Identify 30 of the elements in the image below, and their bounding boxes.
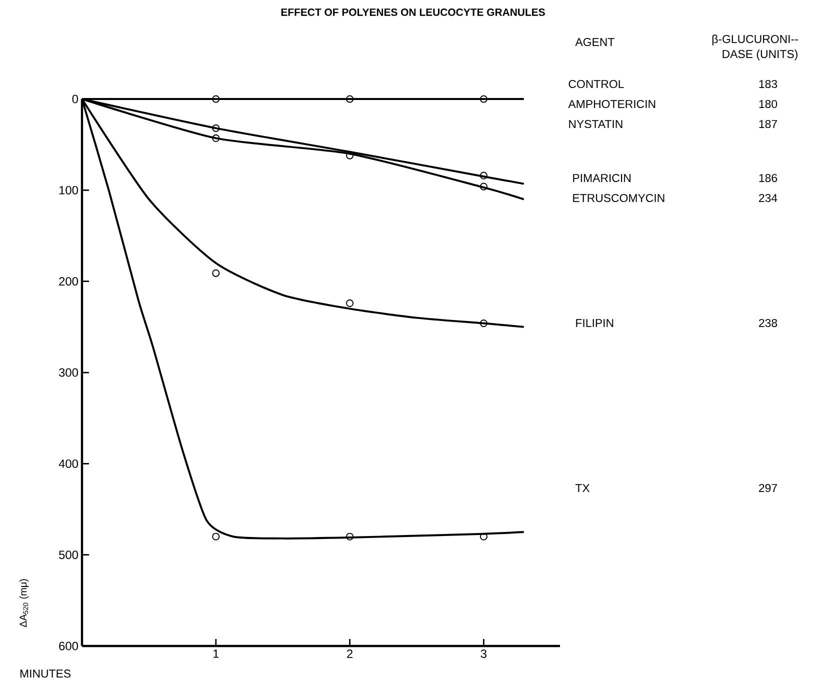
text: AMPHOTERICIN bbox=[568, 100, 656, 108]
text: 183 bbox=[759, 80, 778, 88]
y-tick-label: 500 bbox=[59, 550, 78, 560]
text: TX bbox=[575, 484, 590, 492]
y-tick-label: 100 bbox=[59, 186, 78, 194]
text: FILIPIN bbox=[576, 319, 614, 327]
x-tick-label: 1 bbox=[213, 650, 219, 658]
text: NYSTATIN bbox=[569, 120, 622, 128]
y-tick-label: 300 bbox=[58, 368, 78, 377]
text: 186 bbox=[759, 174, 778, 182]
y-tick-label: 0 bbox=[72, 94, 78, 104]
text: 180 bbox=[759, 100, 778, 108]
text: β-GLUCURONI-- bbox=[712, 34, 798, 46]
y-tick-label: 400 bbox=[58, 459, 78, 468]
text: 297 bbox=[759, 484, 777, 492]
text: 238 bbox=[759, 318, 778, 328]
chart-title: EFFECT OF POLYENES ON LEUCOCYTE GRANULES bbox=[281, 8, 545, 16]
text: CONTROL bbox=[568, 80, 624, 88]
y-tick-label: 600 bbox=[59, 642, 78, 650]
text: AGENT bbox=[575, 38, 614, 46]
y-tick-label: 200 bbox=[59, 277, 78, 286]
text: DASE (UNITS) bbox=[722, 50, 798, 60]
text: 187 bbox=[759, 120, 777, 128]
x-axis-title: MINUTES bbox=[20, 670, 71, 678]
text: 234 bbox=[759, 194, 778, 202]
x-tick-label: 3 bbox=[480, 650, 486, 658]
x-tick-label: 2 bbox=[347, 650, 353, 658]
text: ETRUSCOMYCIN bbox=[573, 194, 664, 202]
text: PIMARICIN bbox=[573, 174, 630, 182]
y-axis-title: ΔA$_{520}$ (mμ) bbox=[19, 579, 29, 628]
